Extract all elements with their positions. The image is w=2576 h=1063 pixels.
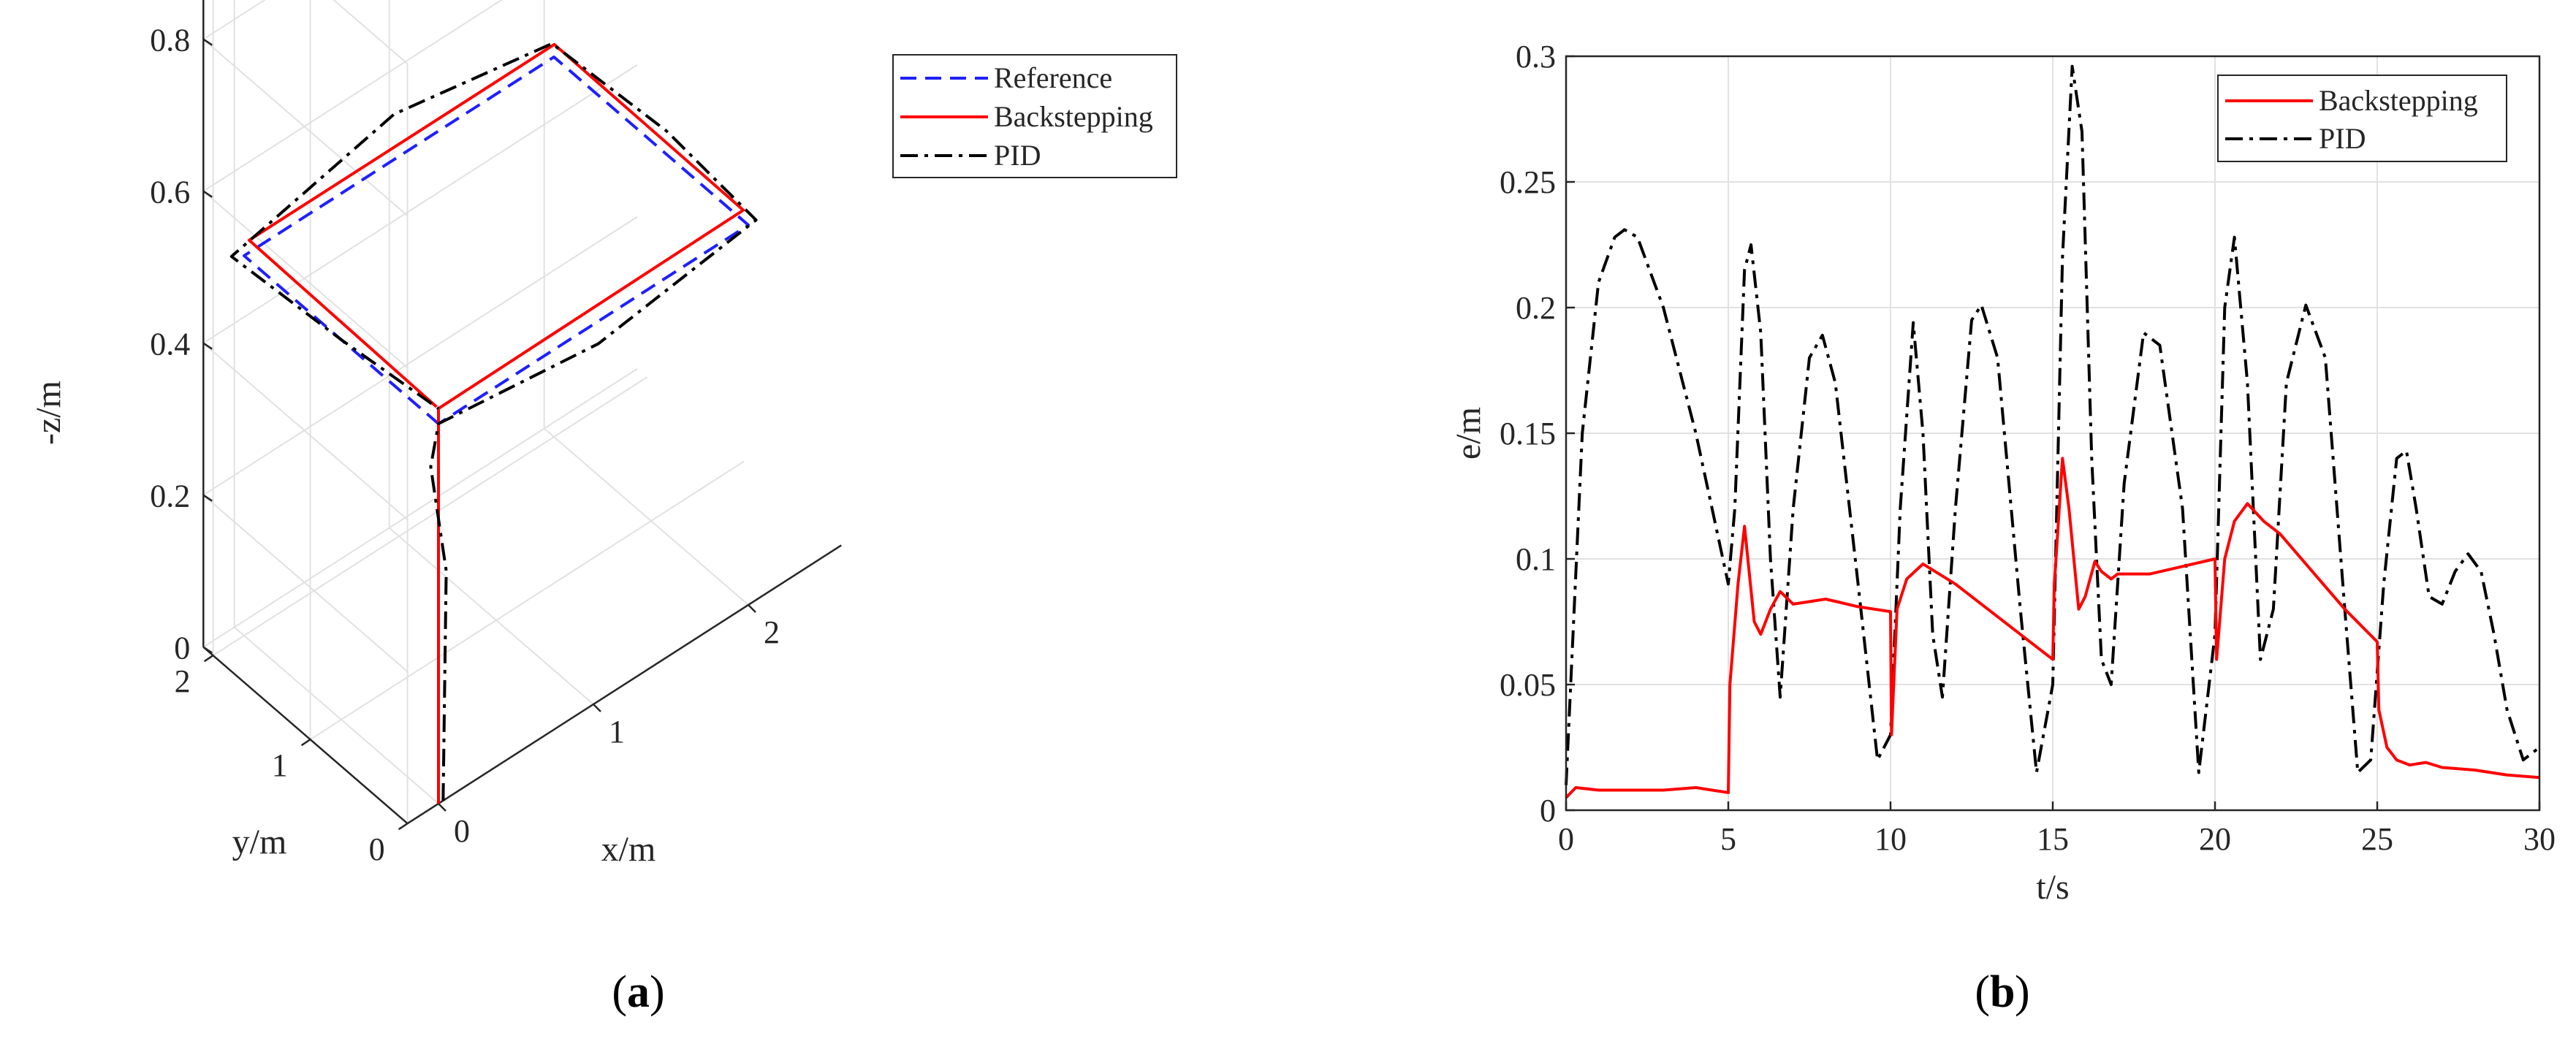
legend-b-backstepping-label: Backstepping	[2319, 84, 2478, 117]
grid-line-wall-yz	[202, 190, 409, 368]
grid-line-wall-yz	[202, 38, 409, 216]
x-axis-label: x/m	[601, 830, 656, 869]
z-tick-label: 0.4	[150, 327, 190, 362]
series-backstepping-3d	[247, 42, 745, 804]
grid-line-wall-xz	[202, 0, 266, 40]
y-axis-label-b: e/m	[1449, 407, 1488, 460]
error-series	[1565, 64, 2541, 799]
x-tick-mark	[593, 704, 601, 712]
legend-a-reference-label: Reference	[994, 61, 1112, 94]
grid-line-floor-x	[389, 527, 594, 705]
x-tick-label-b: 10	[1874, 821, 1907, 857]
legend-b-pid-label: PID	[2319, 122, 2366, 155]
y-tick-label-b: 0	[1540, 793, 1556, 828]
grid-line-floor-x	[234, 626, 439, 804]
y-tick-label: 2	[175, 663, 191, 699]
grid-line-wall-yz	[333, 0, 409, 64]
x-tick-label-b: 15	[2037, 821, 2069, 857]
z-tick-mark	[202, 646, 213, 654]
y-tick-mark	[203, 655, 214, 663]
legend-a-backstepping-label: Backstepping	[994, 100, 1153, 133]
legend-b-box	[2217, 75, 2507, 162]
x-tick-label-b: 20	[2199, 821, 2231, 857]
z-tick-label: 0	[174, 630, 190, 666]
series-backstepping-error	[1565, 457, 2540, 799]
series-reference-3d	[243, 56, 750, 804]
x-tick-label-b: 25	[2361, 821, 2393, 857]
axes-3d-grid	[202, 0, 842, 825]
x-tick-label-b: 5	[1720, 821, 1736, 857]
grid-line-floor-y	[310, 460, 745, 741]
axes-3d-frame	[202, 0, 842, 831]
z-tick-mark	[202, 342, 213, 350]
y-tick-label: 0	[369, 831, 385, 867]
grid-line-wall-xz	[202, 368, 638, 648]
y-axis-line	[202, 646, 409, 825]
x-axis-label-b: t/s	[2036, 868, 2069, 907]
y-tick-label-b: 0.25	[1500, 164, 1556, 200]
svg-text:): )	[2015, 967, 2030, 1017]
z-axis-label: -z/m	[29, 381, 68, 445]
y-tick-mark	[300, 739, 311, 747]
x-tick-label: 2	[764, 614, 780, 650]
error-time-chart: 0 5 10 15 20 25 30 0 0.05 0.1 0.15 0.2 0.25 0.3 t/s e…	[1449, 39, 2556, 1017]
plot-frame-b	[1565, 55, 2541, 812]
y-tick-label-b: 0.1	[1516, 541, 1556, 577]
svg-text:(: (	[612, 967, 627, 1017]
grid-line-floor-y	[213, 376, 647, 657]
svg-text:a: a	[627, 967, 650, 1017]
z-tick-label: 0.2	[150, 479, 190, 514]
tick-labels-b: 0 5 10 15 20 25 30 0 0.05 0.1 0.15 0.2 0.25 0.3	[1500, 39, 2556, 857]
grid-line-wall-xz	[202, 64, 638, 344]
x-axis-line	[406, 544, 842, 825]
x-tick-mark	[748, 604, 756, 613]
legend-a: Reference Backstepping PID	[892, 54, 1177, 178]
svg-text:b: b	[1990, 967, 2015, 1017]
svg-text:): )	[650, 967, 665, 1017]
x-tick-mark	[438, 803, 447, 812]
y-tick-label-b: 0.3	[1516, 39, 1556, 75]
z-tick-label: 0.8	[150, 23, 190, 58]
panel-a-label: ( a )	[612, 967, 664, 1017]
y-axis-label: y/m	[232, 823, 287, 861]
trajectory-series	[229, 42, 758, 804]
z-tick-mark	[202, 38, 213, 46]
y-tick-label-b: 0.05	[1500, 667, 1556, 703]
grid-line-wall-xz	[202, 216, 638, 496]
z-tick-mark	[202, 190, 213, 198]
series-pid-error	[1565, 64, 2541, 785]
series-pid-3d	[229, 42, 758, 801]
x-tick-label-b: 30	[2523, 821, 2556, 857]
z-tick-label: 0.6	[150, 175, 190, 210]
grid-line-wall-yz	[202, 494, 409, 672]
svg-text:(: (	[1975, 967, 1990, 1017]
grid-line-wall-yz	[202, 342, 409, 520]
legend-b: Backstepping PID	[2217, 75, 2507, 162]
y-tick-label-b: 0.2	[1516, 290, 1556, 326]
x-tick-label: 1	[609, 714, 625, 750]
grid-line-floor-x	[544, 427, 749, 606]
x-tick-label-b: 0	[1558, 821, 1574, 857]
y-tick-label: 1	[272, 747, 288, 783]
grid-line-wall-xz	[202, 0, 504, 192]
z-tick-mark	[202, 494, 213, 502]
panel-b-label: ( b )	[1975, 967, 2029, 1017]
x-tick-label: 0	[454, 813, 470, 849]
legend-a-pid-label: PID	[994, 139, 1041, 172]
y-tick-label-b: 0.15	[1500, 416, 1556, 452]
y-tick-mark	[398, 823, 409, 831]
